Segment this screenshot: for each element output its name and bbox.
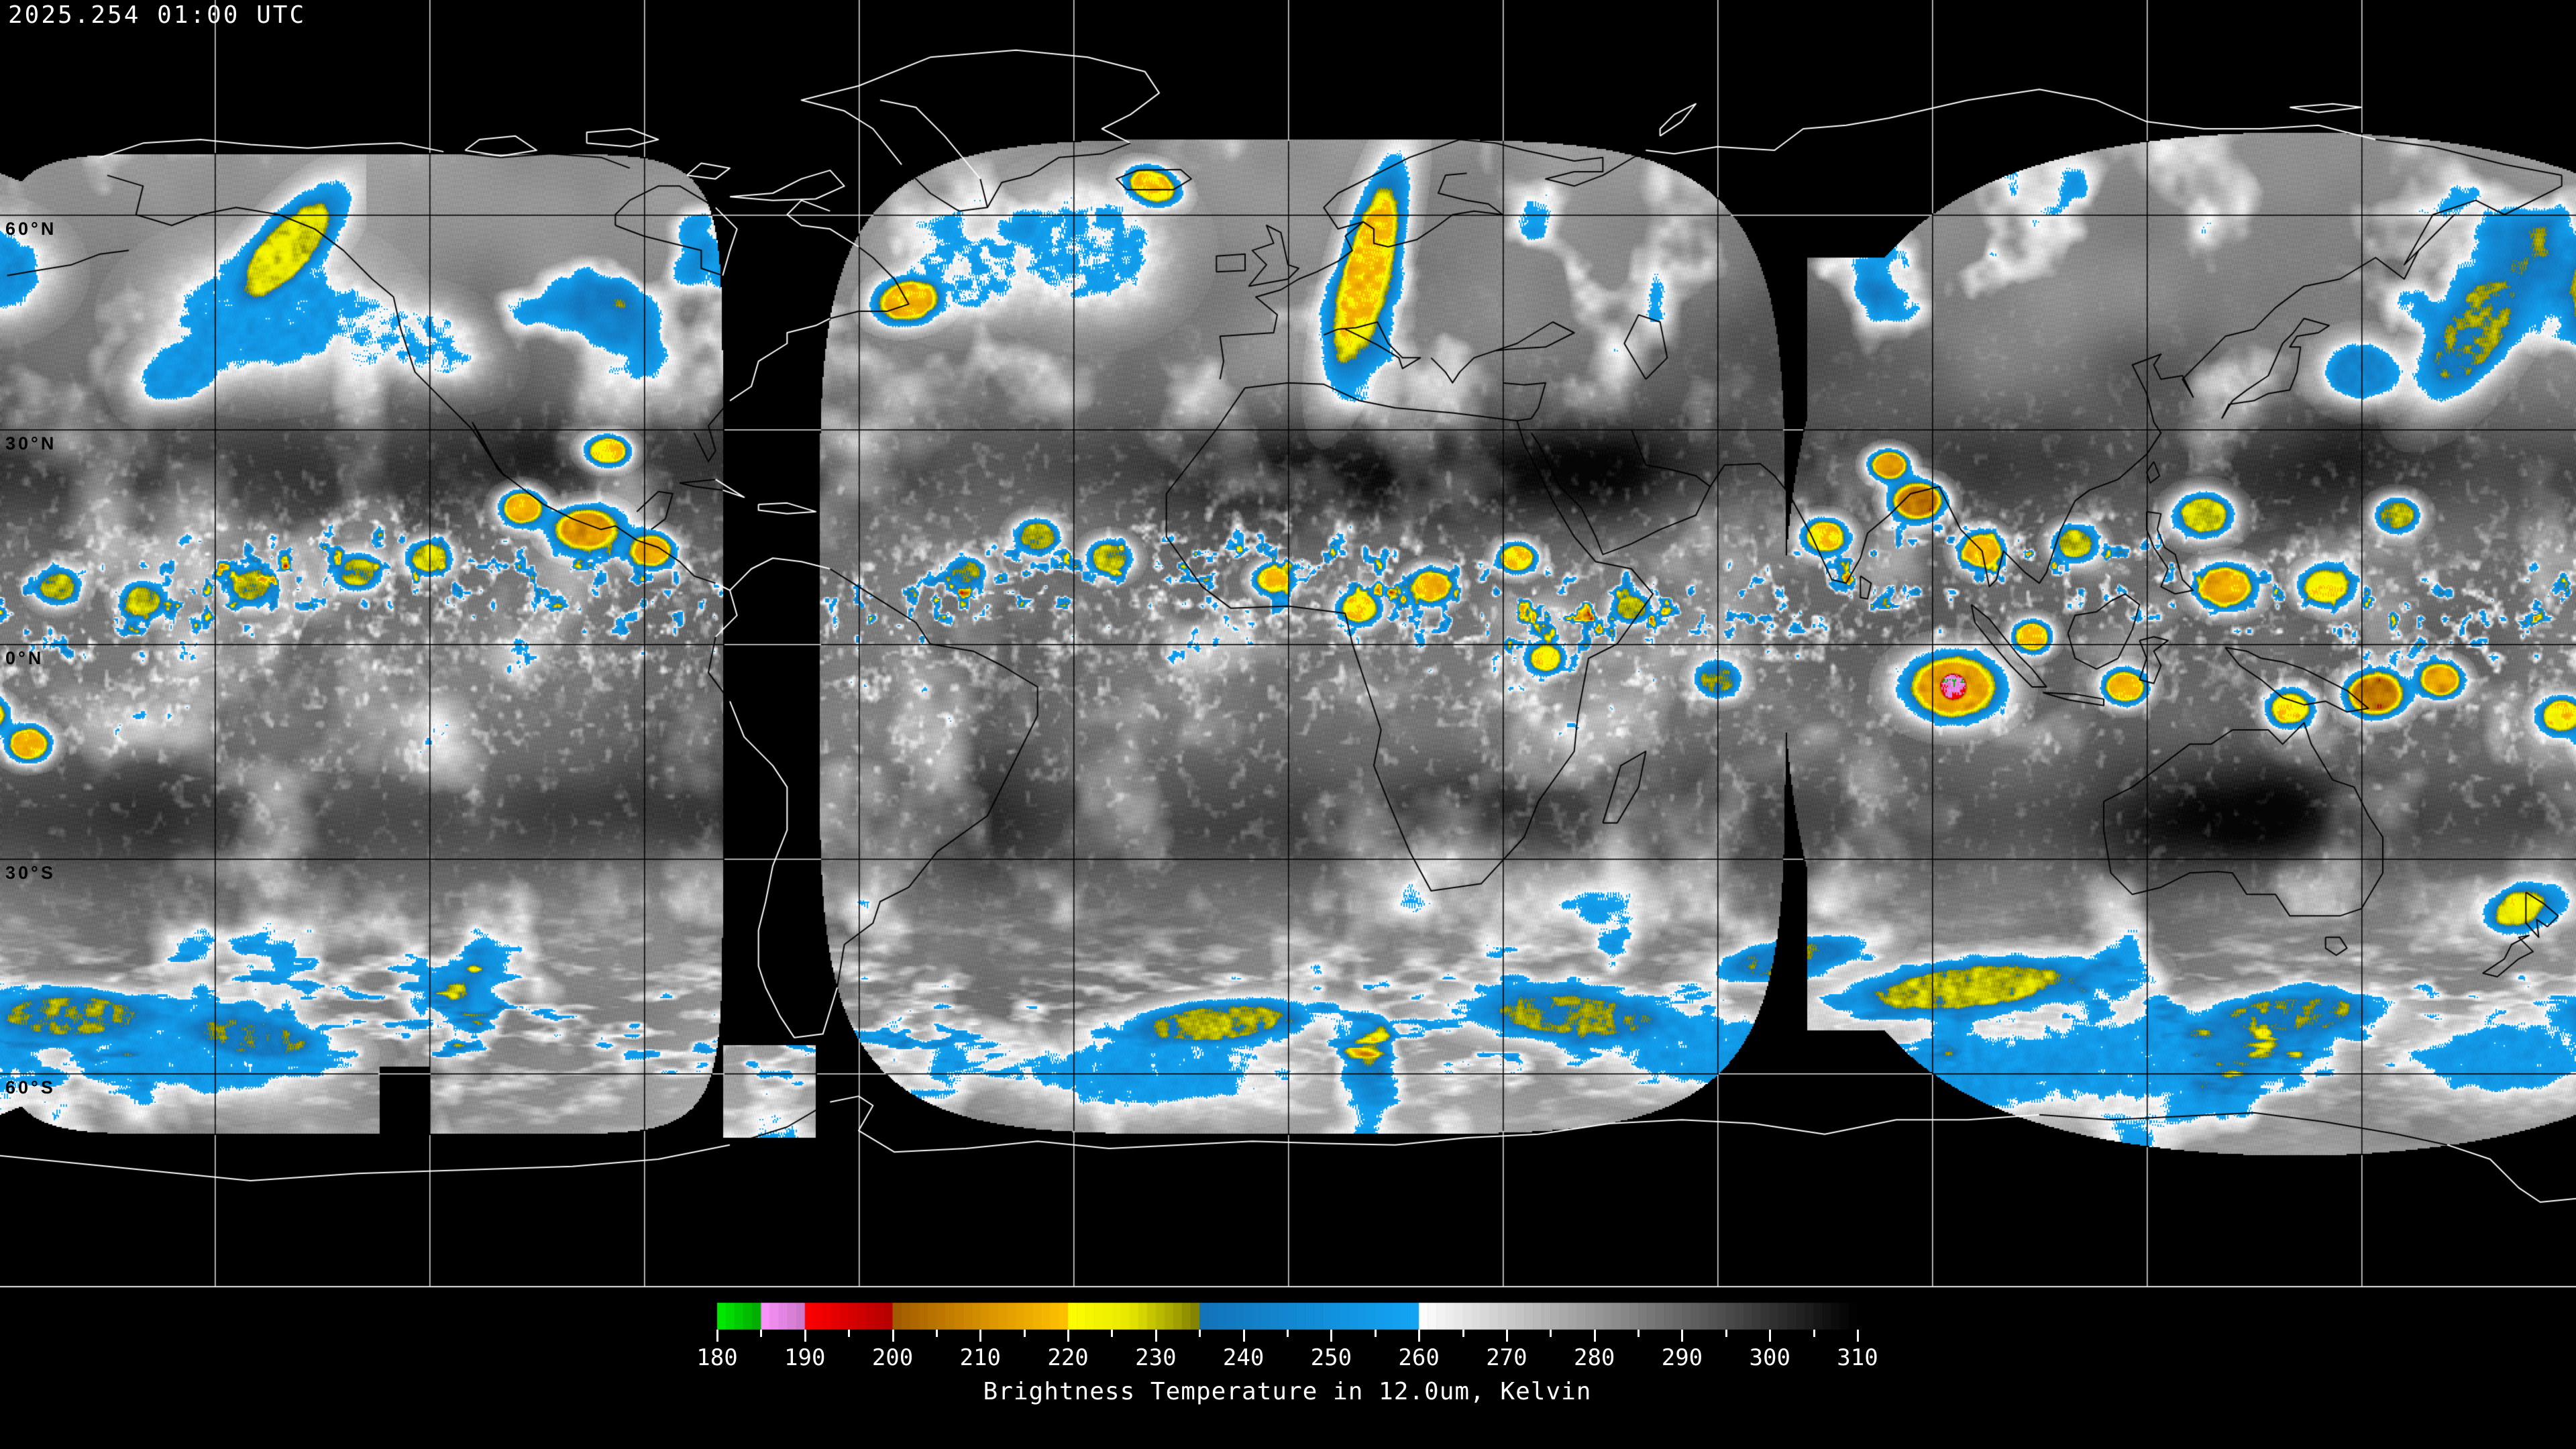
colorbar-tick-label: 310 — [1837, 1344, 1878, 1371]
colorbar-tick-label: 190 — [784, 1344, 826, 1371]
latitude-label: 0°N — [5, 648, 44, 668]
colorbar-major-tick — [1769, 1330, 1772, 1342]
colorbar-major-tick — [979, 1330, 982, 1342]
colorbar-major-tick — [1242, 1330, 1245, 1342]
colorbar-minor-tick — [1287, 1330, 1289, 1337]
colorbar-minor-tick — [1023, 1330, 1026, 1337]
latitude-label: 60°N — [5, 219, 57, 239]
latitude-label: 30°S — [5, 863, 56, 883]
colorbar-minor-tick — [1374, 1330, 1377, 1337]
colorbar-major-tick — [1330, 1330, 1333, 1342]
latitude-label: 30°N — [5, 433, 57, 453]
colorbar-tick-label: 290 — [1661, 1344, 1703, 1371]
colorbar-tick-label: 260 — [1398, 1344, 1440, 1371]
colorbar-minor-tick — [1638, 1330, 1640, 1337]
colorbar-minor-tick — [1725, 1330, 1727, 1337]
colorbar-tick-label: 210 — [959, 1344, 1001, 1371]
colorbar-tick-label: 270 — [1486, 1344, 1527, 1371]
colorbar-major-tick — [1418, 1330, 1421, 1342]
colorbar-tick-label: 230 — [1135, 1344, 1177, 1371]
colorbar-title: Brightness Temperature in 12.0um, Kelvin — [983, 1378, 1592, 1405]
timestamp-label: 2025.254 01:00 UTC — [8, 1, 307, 29]
colorbar-tick-label: 300 — [1749, 1344, 1790, 1371]
colorbar-minor-tick — [1550, 1330, 1552, 1337]
colorbar-major-tick — [1505, 1330, 1508, 1342]
colorbar-tick-label: 180 — [696, 1344, 738, 1371]
colorbar-tick-label: 250 — [1310, 1344, 1352, 1371]
colorbar-minor-tick — [1813, 1330, 1815, 1337]
colorbar-minor-tick — [1199, 1330, 1201, 1337]
colorbar-minor-tick — [1111, 1330, 1114, 1337]
colorbar-minor-tick — [848, 1330, 851, 1337]
colorbar-major-tick — [804, 1330, 806, 1342]
colorbar-major-tick — [1067, 1330, 1070, 1342]
colorbar-major-tick — [1593, 1330, 1596, 1342]
colorbar-minor-tick — [1462, 1330, 1464, 1337]
colorbar-major-tick — [1155, 1330, 1157, 1342]
colorbar-major-tick — [1857, 1330, 1859, 1342]
colorbar-minor-tick — [935, 1330, 938, 1337]
colorbar-tick-label: 240 — [1222, 1344, 1265, 1371]
colorbar-tick-label: 220 — [1047, 1344, 1089, 1371]
colorbar-tick-label: 280 — [1573, 1344, 1615, 1371]
colorbar-tick-label: 200 — [871, 1344, 914, 1371]
colorbar-major-tick — [1681, 1330, 1684, 1342]
colorbar-minor-tick — [760, 1330, 763, 1337]
latitude-label: 60°S — [5, 1077, 56, 1097]
colorbar-major-tick — [892, 1330, 894, 1342]
colorbar-major-tick — [716, 1330, 718, 1342]
